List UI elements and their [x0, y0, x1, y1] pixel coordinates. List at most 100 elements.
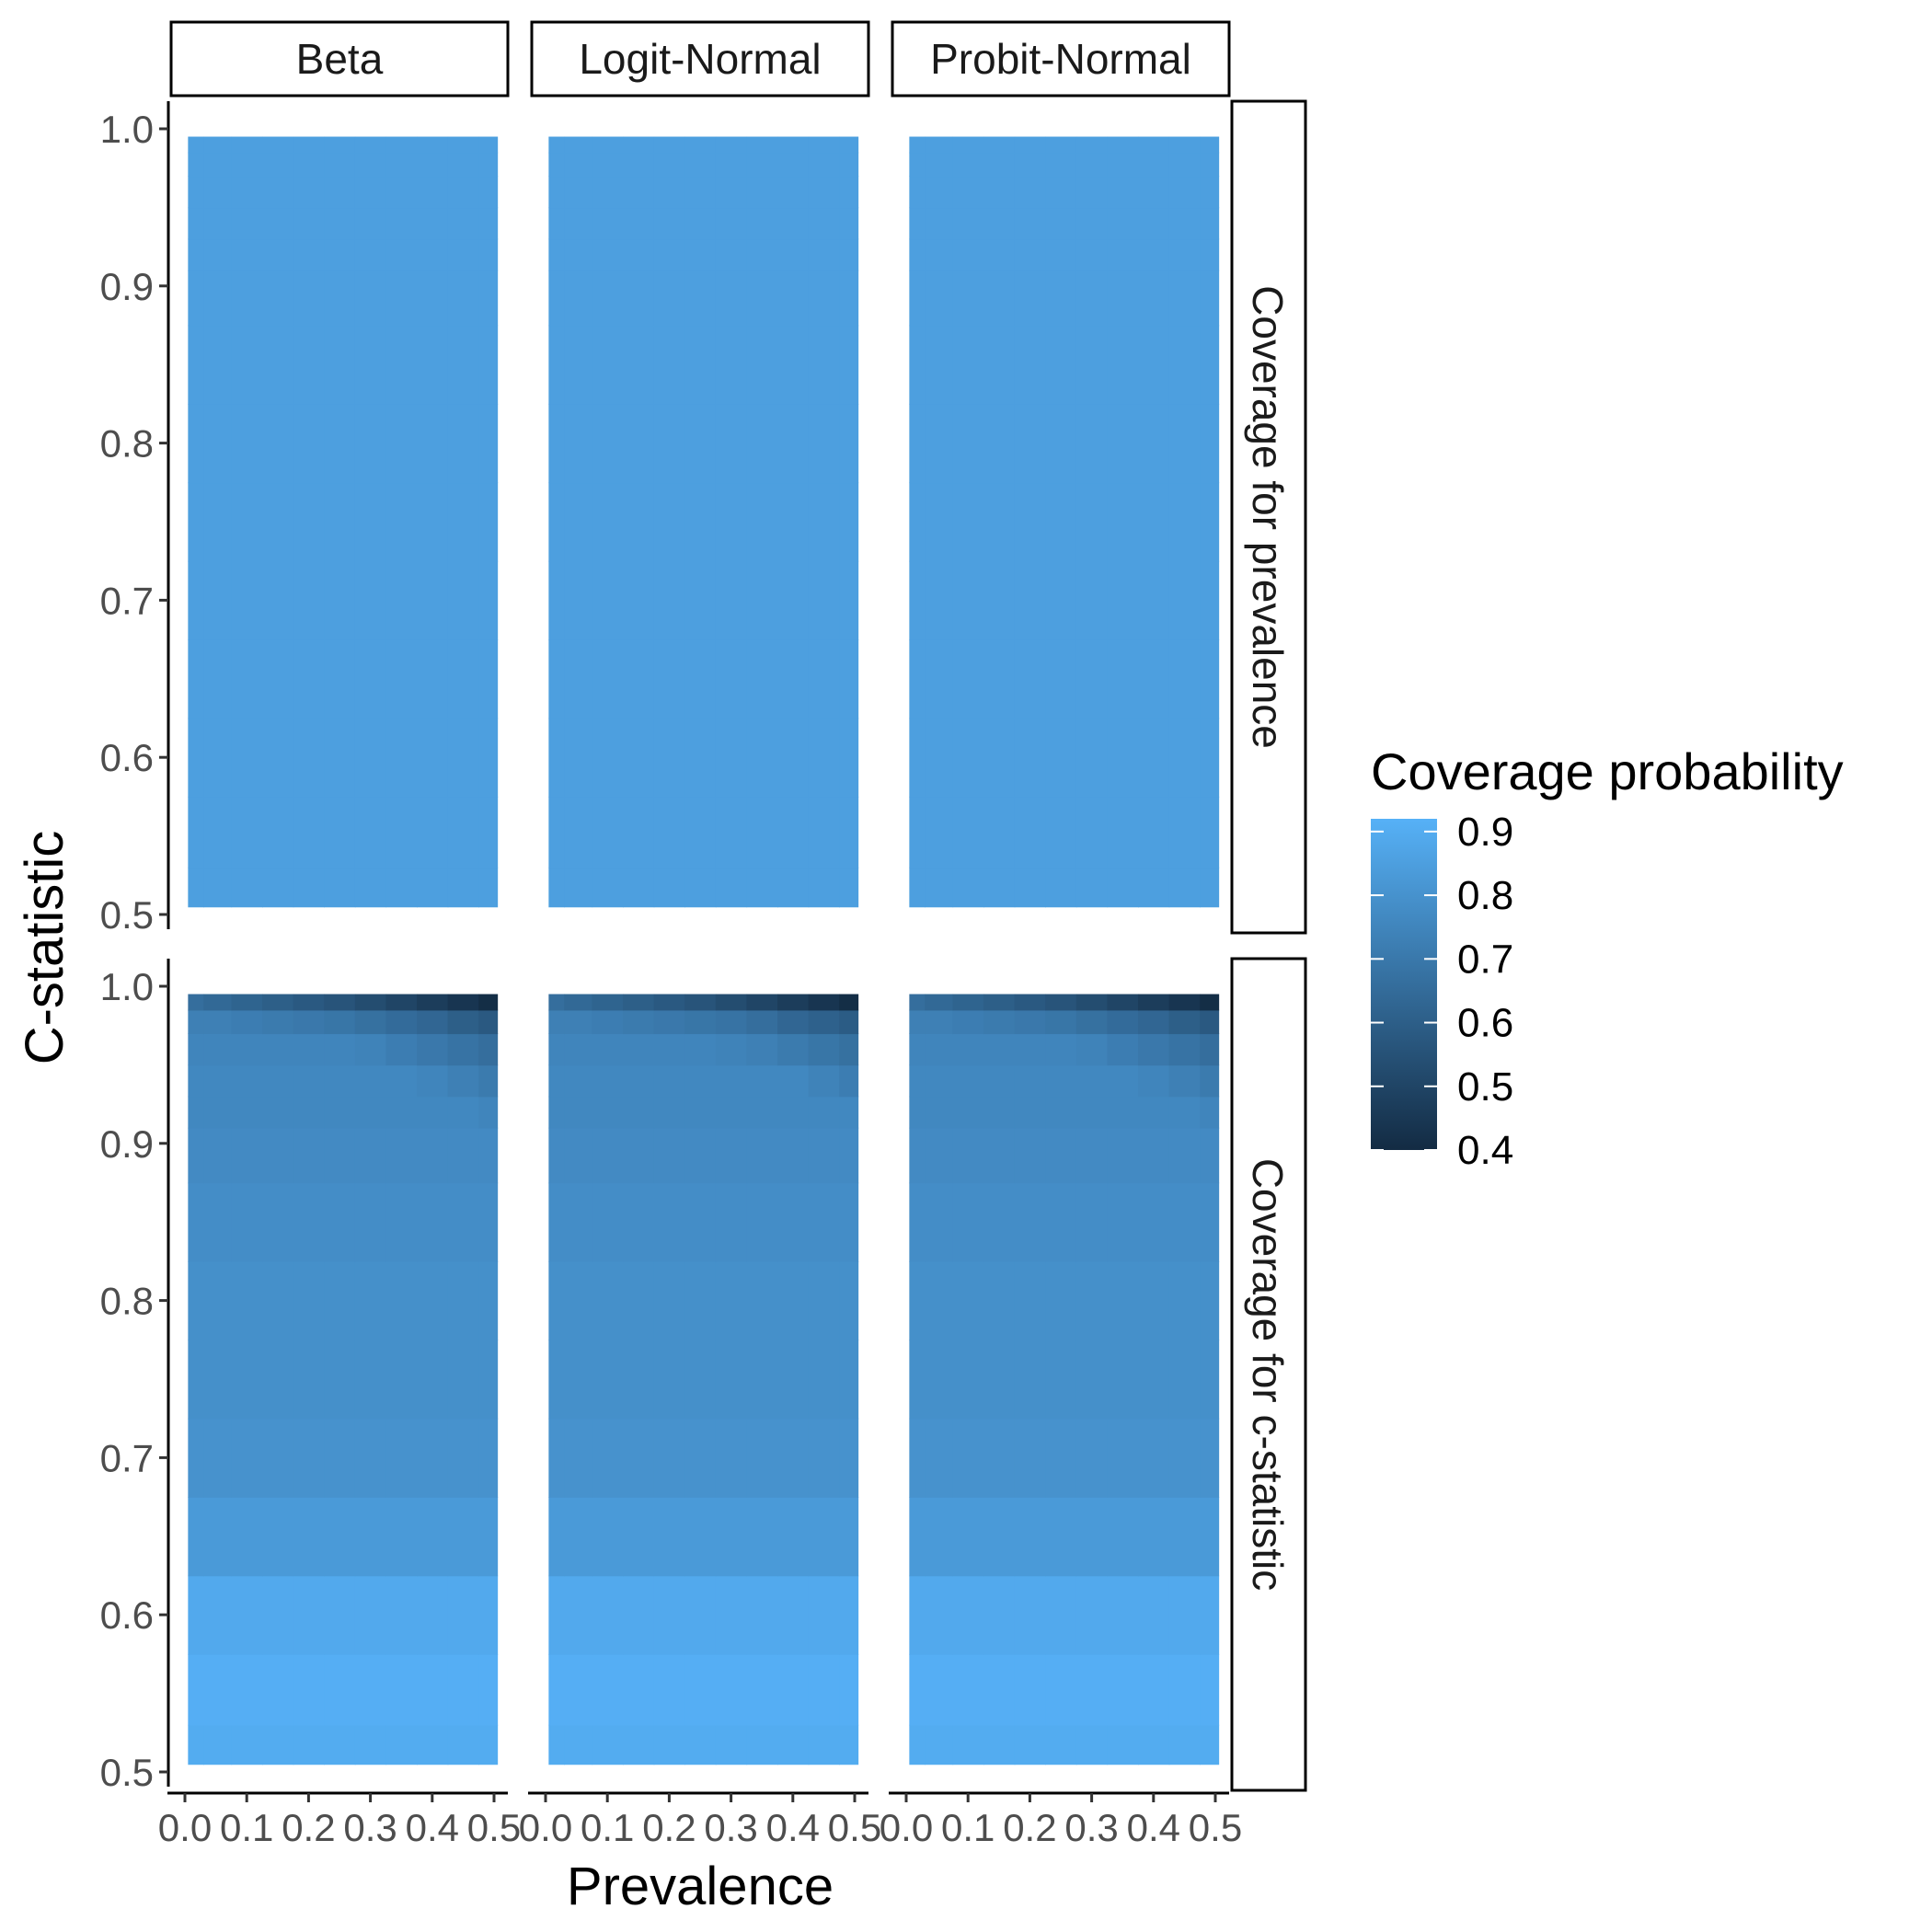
heatmap-cell: [839, 403, 859, 484]
heatmap-cell: [1107, 1497, 1139, 1577]
y-tick-label: 0.9: [100, 265, 154, 308]
heatmap-cell: [684, 1127, 717, 1184]
strip-box-logit-normal: [530, 20, 870, 98]
heatmap-cell: [592, 152, 624, 178]
heatmap-cell: [203, 1033, 233, 1066]
heatmap-cell: [417, 1653, 449, 1726]
heatmap-cell: [417, 1182, 449, 1262]
heatmap-cell: [1107, 270, 1139, 327]
heatmap-cell: [231, 1260, 263, 1341]
heatmap-cell: [839, 1127, 859, 1184]
heatmap-cell: [1075, 560, 1109, 640]
heatmap-cell: [447, 560, 479, 640]
heatmap-cell: [231, 639, 263, 719]
heatmap-cell: [231, 1033, 263, 1066]
heatmap-cell: [1045, 1033, 1077, 1066]
heatmap-cell: [952, 238, 984, 271]
heatmap-cell: [1045, 482, 1077, 562]
heatmap-cell: [983, 176, 1016, 209]
heatmap-cell: [1045, 1653, 1077, 1726]
heatmap-cell: [293, 238, 325, 271]
heatmap-cell: [746, 1575, 778, 1655]
heatmap-cell: [715, 238, 748, 271]
heatmap-cell: [293, 867, 325, 908]
heatmap-cell: [746, 718, 778, 798]
heatmap-cell: [354, 325, 387, 405]
heatmap-cell: [715, 152, 748, 178]
heatmap-cell: [548, 270, 565, 327]
heatmap-cell: [417, 1064, 449, 1098]
heatmap-cell: [1107, 796, 1139, 868]
y-axis-title: C-statistic: [15, 831, 75, 1065]
heatmap-cell: [188, 403, 204, 484]
heatmap-cell: [188, 238, 204, 271]
heatmap-cell: [746, 207, 778, 240]
heatmap-cell: [746, 639, 778, 719]
heatmap-cell: [1200, 1724, 1220, 1765]
heatmap-cell: [564, 1096, 593, 1129]
heatmap-cell: [231, 482, 263, 562]
heatmap-cell: [203, 1340, 233, 1420]
heatmap-cell: [1045, 1575, 1077, 1655]
heatmap-cell: [777, 403, 810, 484]
heatmap-cell: [478, 1127, 499, 1184]
heatmap-cell: [447, 136, 479, 154]
heatmap-cell: [684, 1418, 717, 1498]
heatmap-cell: [952, 325, 984, 405]
heatmap-cell: [746, 1127, 778, 1184]
heatmap-cell: [188, 207, 204, 240]
heatmap-cell: [983, 796, 1016, 868]
heatmap-cell: [231, 1009, 263, 1035]
heatmap-cell: [715, 1260, 748, 1341]
heatmap-cell: [478, 238, 499, 271]
heatmap-cell: [548, 639, 565, 719]
heatmap-cell: [925, 482, 954, 562]
heatmap-cell: [1075, 1260, 1109, 1341]
heatmap-cell: [592, 994, 624, 1011]
heatmap-cell: [548, 238, 565, 271]
x-tick-label: 0.4: [406, 1806, 459, 1849]
heatmap-cell: [746, 325, 778, 405]
heatmap-cell: [746, 1260, 778, 1341]
heatmap-cell: [548, 325, 565, 405]
heatmap-cell: [983, 1033, 1016, 1066]
heatmap-cell: [839, 1340, 859, 1420]
heatmap-cell: [385, 1575, 418, 1655]
heatmap-cell: [1075, 1033, 1109, 1066]
heatmap-cell: [808, 136, 840, 154]
heatmap-cell: [1107, 1653, 1139, 1726]
heatmap-cell: [623, 325, 655, 405]
heatmap-cell: [909, 639, 926, 719]
heatmap-cell: [684, 325, 717, 405]
heatmap-cell: [684, 136, 717, 154]
heatmap-cell: [1045, 994, 1077, 1011]
heatmap-cell: [952, 1096, 984, 1129]
heatmap-cell: [324, 1182, 356, 1262]
heatmap-cell: [983, 560, 1016, 640]
heatmap-cell: [417, 1418, 449, 1498]
heatmap-cell: [746, 1009, 778, 1035]
heatmap-cell: [1014, 1064, 1046, 1098]
heatmap-cell: [188, 994, 204, 1011]
heatmap-cell: [231, 136, 263, 154]
heatmap-cell: [293, 1009, 325, 1035]
heatmap-cell: [592, 270, 624, 327]
heatmap-cell: [354, 1724, 387, 1765]
heatmap-cell: [925, 152, 954, 178]
heatmap-cell: [684, 718, 717, 798]
heatmap-cell: [777, 718, 810, 798]
heatmap-cell: [1168, 1724, 1201, 1765]
heatmap-cell: [952, 1260, 984, 1341]
heatmap-cell: [777, 152, 810, 178]
heatmap-cell: [1107, 1009, 1139, 1035]
heatmap-cell: [839, 1724, 859, 1765]
heatmap-cell: [188, 867, 204, 908]
heatmap-cell: [548, 482, 565, 562]
heatmap-cell: [1075, 152, 1109, 178]
heatmap-cell: [925, 136, 954, 154]
heatmap-cell: [623, 136, 655, 154]
heatmap-cell: [203, 1064, 233, 1098]
heatmap-cell: [385, 403, 418, 484]
heatmap-cell: [684, 639, 717, 719]
heatmap-cell: [293, 270, 325, 327]
